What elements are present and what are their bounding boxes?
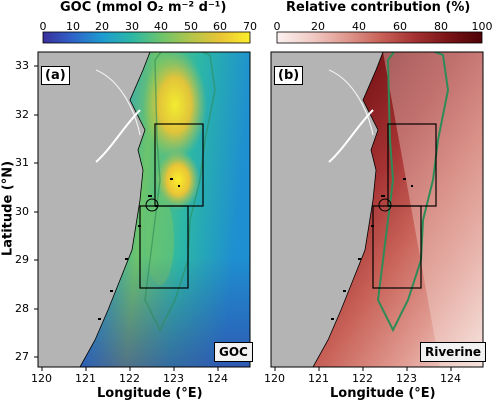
plume-contour	[376, 52, 450, 333]
x-tick-label: 124	[207, 372, 228, 385]
axis-tick-marks	[34, 65, 452, 371]
x-tick-label: 121	[75, 372, 96, 385]
colorbar-right-tick: 80	[434, 20, 448, 33]
y-tick-label: 28	[15, 302, 29, 315]
colorbar-left-tick: 40	[154, 20, 168, 33]
colorbar-right-tick: 20	[311, 20, 325, 33]
colorbar-left-title: GOC (mmol O₂ m⁻² d⁻¹)	[60, 0, 227, 15]
panel-b-tag: Riverine	[420, 342, 487, 362]
x-tick-label: 122	[119, 372, 140, 385]
region-box-south	[139, 205, 189, 289]
panel-b	[270, 51, 484, 368]
colorbar-right-title: Relative contribution (%)	[286, 0, 471, 15]
colorbar-right-tick: 40	[352, 20, 366, 33]
panel-a-letter: (a)	[41, 66, 70, 85]
colorbar-left-tick: 60	[213, 20, 227, 33]
y-tick-label: 32	[15, 108, 29, 121]
y-tick-label: 27	[15, 350, 29, 363]
panel-a-frame	[37, 51, 251, 368]
x-tick-label: 120	[264, 372, 285, 385]
region-box-south	[372, 205, 422, 289]
colorbar-left-tick: 0	[39, 20, 47, 33]
y-tick-label: 33	[15, 59, 29, 72]
y-tick-label: 30	[15, 205, 29, 218]
colorbar-left-tick: 20	[95, 20, 109, 33]
x-tick-label: 120	[31, 372, 52, 385]
x-axis-label-b: Longitude (°E)	[330, 386, 436, 401]
panel-b-frame	[270, 51, 484, 368]
colorbar-right	[276, 31, 483, 44]
y-tick-label: 31	[15, 156, 29, 169]
colorbar-left-tick: 30	[125, 20, 139, 33]
panel-a-tag: GOC	[214, 342, 253, 362]
y-axis-label: Latitude (°N)	[0, 160, 16, 257]
y-tick-label: 29	[15, 253, 29, 266]
colorbar-right-tick: 60	[393, 20, 407, 33]
x-tick-label: 124	[440, 372, 461, 385]
x-axis-label-a: Longitude (°E)	[97, 386, 203, 401]
panel-a	[37, 51, 251, 368]
panel-b-letter: (b)	[274, 66, 304, 85]
colorbar-left	[42, 31, 251, 44]
x-tick-label: 123	[163, 372, 184, 385]
x-tick-label: 121	[308, 372, 329, 385]
colorbar-left-tick: 10	[66, 20, 80, 33]
x-tick-label: 123	[396, 372, 417, 385]
colorbar-left-tick: 50	[184, 20, 198, 33]
colorbar-right-tick: 100	[471, 20, 493, 33]
colorbar-right-tick: 0	[273, 20, 281, 33]
colorbar-left-tick: 70	[243, 20, 257, 33]
x-tick-label: 122	[352, 372, 373, 385]
